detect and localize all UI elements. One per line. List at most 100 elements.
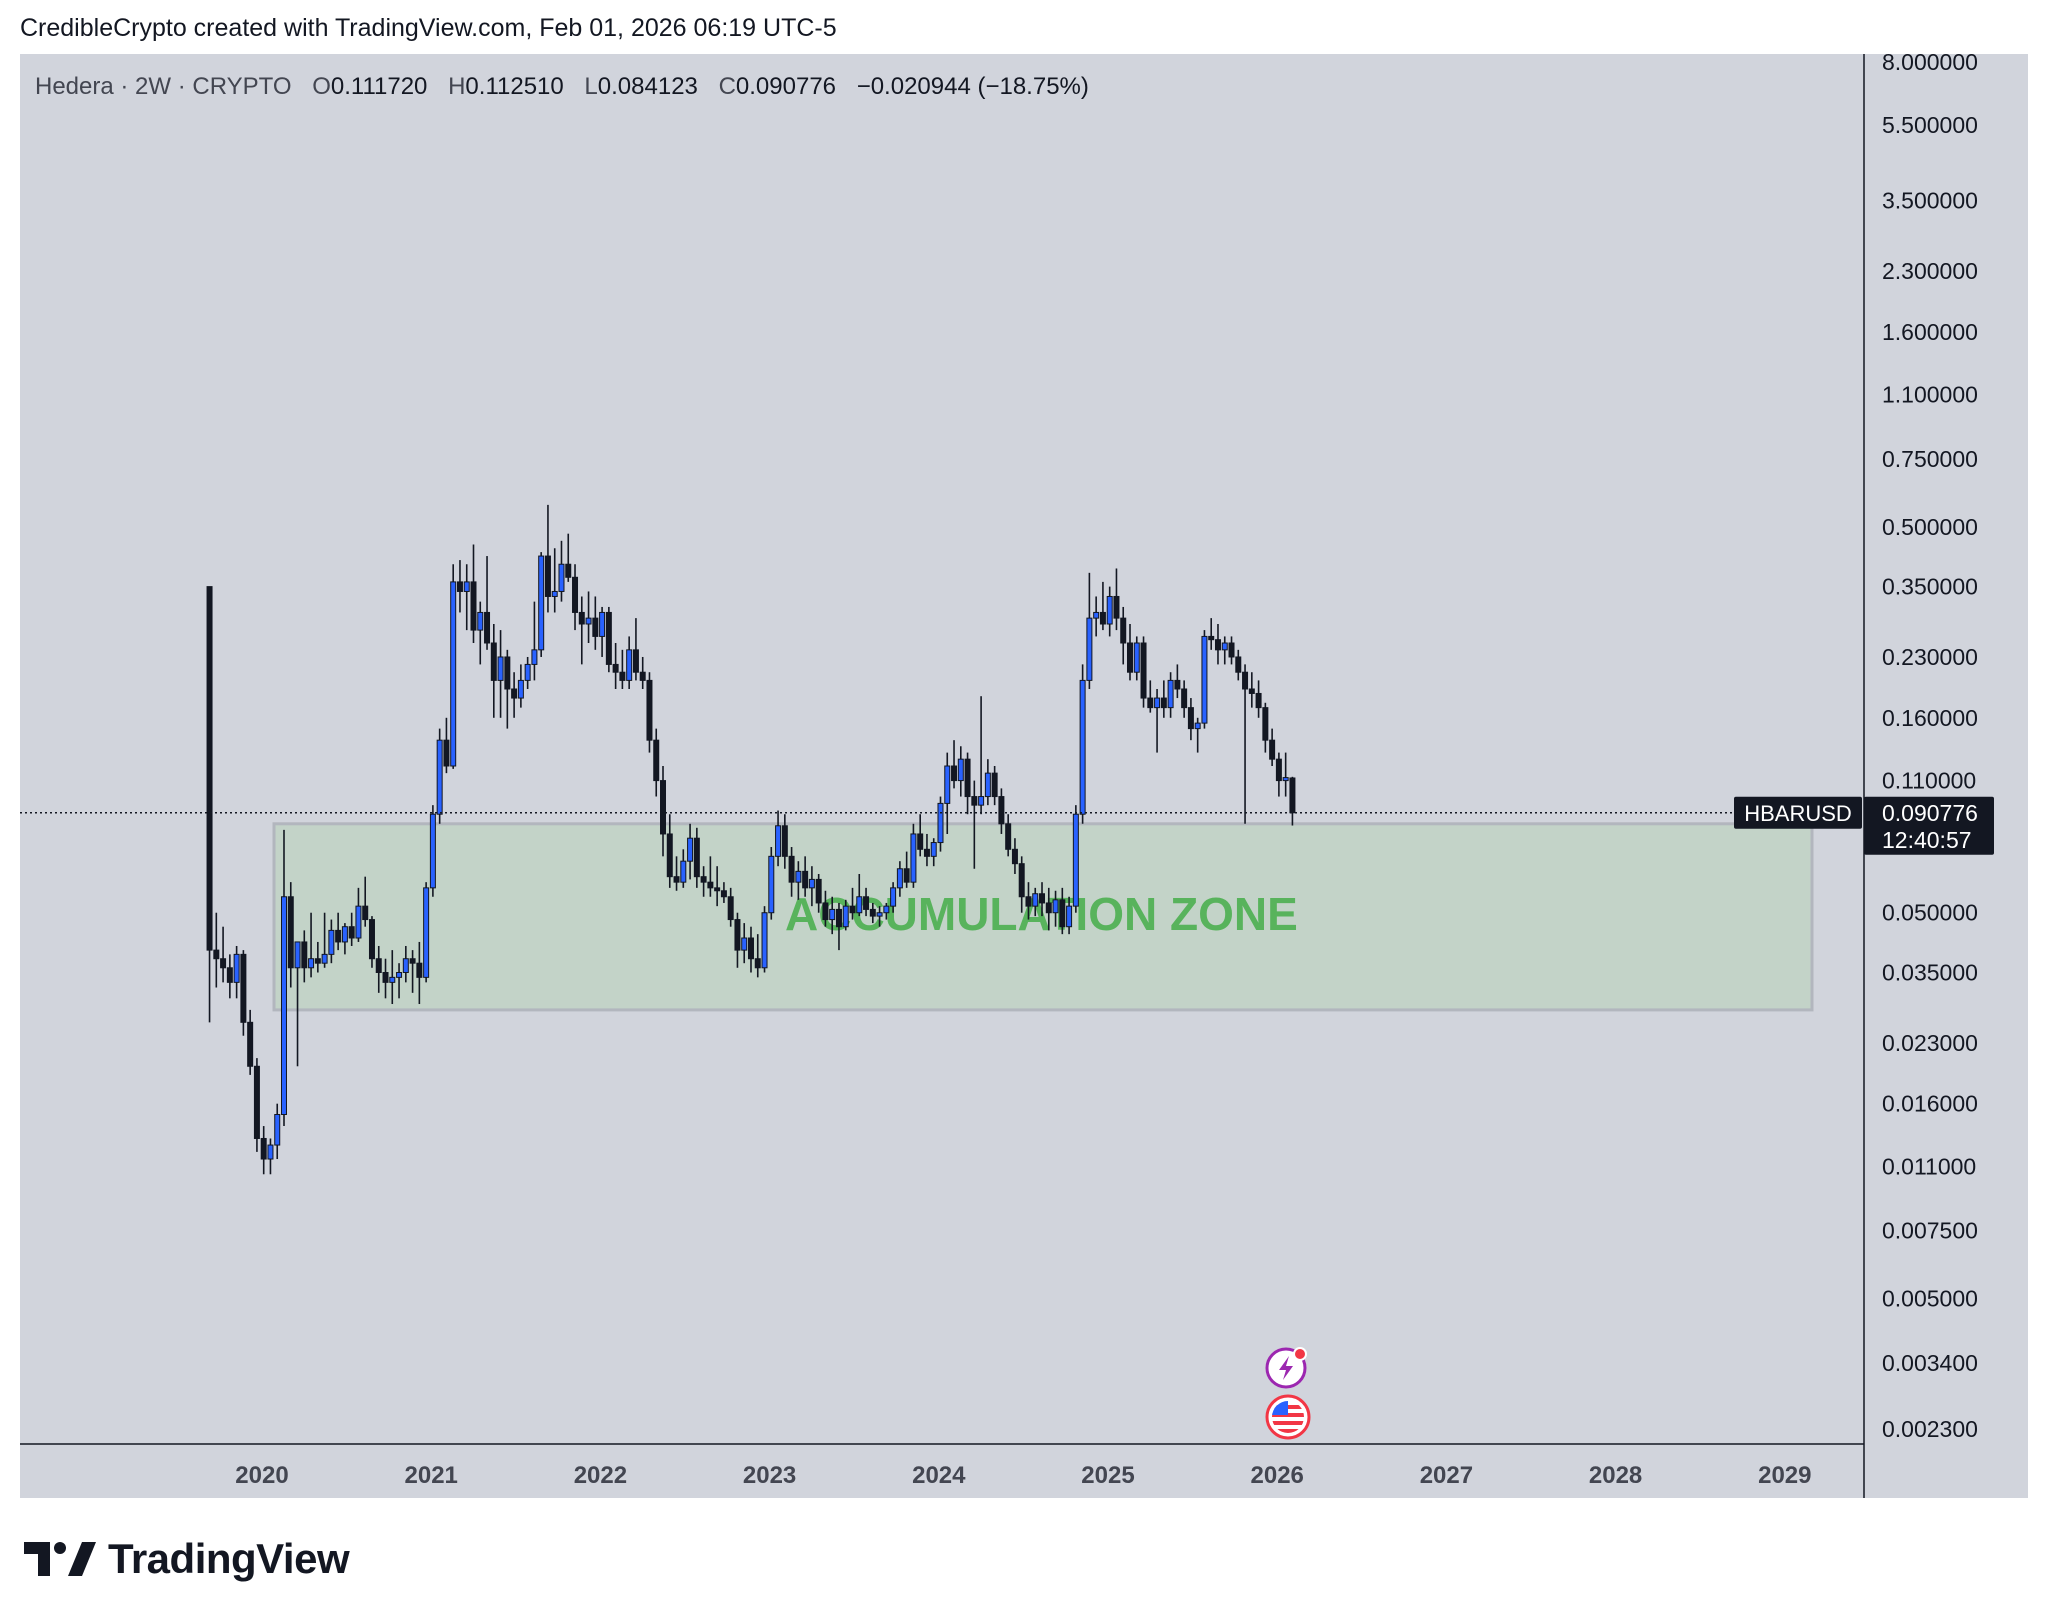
- candle[interactable]: [660, 766, 667, 857]
- candle[interactable]: [382, 958, 389, 999]
- candle[interactable]: [220, 926, 227, 983]
- candle[interactable]: [206, 586, 213, 1023]
- candle[interactable]: [1201, 630, 1208, 729]
- candle[interactable]: [436, 728, 443, 824]
- candle[interactable]: [294, 941, 301, 1067]
- candle[interactable]: [869, 902, 876, 924]
- candle[interactable]: [335, 912, 342, 951]
- candle[interactable]: [910, 823, 917, 888]
- candle[interactable]: [903, 851, 910, 888]
- candle[interactable]: [984, 759, 991, 806]
- candle[interactable]: [605, 606, 612, 673]
- lightning-event-icon[interactable]: [1265, 1347, 1307, 1389]
- candle[interactable]: [572, 564, 579, 631]
- candle[interactable]: [348, 912, 355, 946]
- candle[interactable]: [1079, 664, 1086, 824]
- candle[interactable]: [1099, 581, 1106, 631]
- last-price-tag[interactable]: HBARUSD 0.090776 12:40:57: [1734, 796, 1994, 855]
- plot-area[interactable]: [20, 54, 2028, 1498]
- candle[interactable]: [1025, 882, 1032, 920]
- candle[interactable]: [599, 606, 606, 657]
- candle[interactable]: [998, 788, 1005, 834]
- candle[interactable]: [1133, 636, 1140, 681]
- candle[interactable]: [301, 930, 308, 983]
- candle[interactable]: [423, 882, 430, 983]
- candle[interactable]: [673, 856, 680, 891]
- candle[interactable]: [1066, 896, 1073, 935]
- candle[interactable]: [240, 950, 247, 1036]
- candle[interactable]: [1120, 606, 1127, 665]
- candle[interactable]: [863, 887, 870, 917]
- candle[interactable]: [280, 829, 287, 1127]
- candle[interactable]: [328, 919, 335, 964]
- candle[interactable]: [1045, 887, 1052, 931]
- candle[interactable]: [463, 564, 470, 631]
- candle[interactable]: [917, 814, 924, 857]
- candle[interactable]: [626, 636, 633, 689]
- candle[interactable]: [308, 912, 315, 978]
- candle[interactable]: [1011, 838, 1018, 874]
- candle[interactable]: [1282, 752, 1289, 797]
- candle[interactable]: [815, 873, 822, 913]
- candle[interactable]: [1221, 636, 1228, 665]
- candle[interactable]: [923, 833, 930, 867]
- candle[interactable]: [1208, 618, 1215, 650]
- candle[interactable]: [1255, 680, 1262, 718]
- price-axis[interactable]: 8.000000 5.500000 3.500000 2.300000 1.600000…: [1882, 49, 1978, 1442]
- candle[interactable]: [788, 847, 795, 897]
- candle[interactable]: [802, 856, 809, 897]
- candle[interactable]: [402, 945, 409, 983]
- candle[interactable]: [443, 717, 450, 774]
- candle[interactable]: [389, 950, 396, 1005]
- candle[interactable]: [1235, 649, 1242, 681]
- candle[interactable]: [1275, 752, 1282, 797]
- candle[interactable]: [991, 766, 998, 806]
- candle[interactable]: [978, 696, 985, 815]
- candle[interactable]: [829, 896, 836, 935]
- candle[interactable]: [957, 746, 964, 797]
- candle[interactable]: [1167, 672, 1174, 718]
- candle[interactable]: [1147, 680, 1154, 713]
- candle[interactable]: [754, 934, 761, 978]
- candle[interactable]: [274, 1103, 281, 1160]
- candle[interactable]: [1032, 887, 1039, 917]
- candle[interactable]: [768, 847, 775, 920]
- candle[interactable]: [680, 849, 687, 888]
- candle[interactable]: [1174, 664, 1181, 699]
- candle[interactable]: [375, 945, 382, 993]
- candle[interactable]: [321, 912, 328, 968]
- candle[interactable]: [822, 890, 829, 927]
- candle[interactable]: [565, 533, 572, 582]
- price-chart[interactable]: ACCUMULATION ZONE 8.0000005.5000003.5000…: [0, 0, 2048, 1530]
- candle[interactable]: [842, 899, 849, 931]
- candle[interactable]: [808, 866, 815, 907]
- candle[interactable]: [700, 866, 707, 897]
- candle[interactable]: [456, 560, 463, 613]
- candle[interactable]: [247, 1009, 254, 1075]
- candle[interactable]: [971, 780, 978, 869]
- candle[interactable]: [1269, 728, 1276, 767]
- candle[interactable]: [544, 504, 551, 613]
- candle[interactable]: [619, 649, 626, 689]
- candle[interactable]: [1072, 805, 1079, 913]
- candle[interactable]: [1242, 664, 1249, 824]
- candle[interactable]: [896, 861, 903, 897]
- candle[interactable]: [1160, 680, 1167, 718]
- candle[interactable]: [720, 882, 727, 903]
- candle[interactable]: [890, 882, 897, 913]
- candle[interactable]: [531, 601, 538, 681]
- candle[interactable]: [930, 838, 937, 867]
- candle[interactable]: [592, 596, 599, 650]
- candle[interactable]: [551, 548, 558, 613]
- candle[interactable]: [1228, 636, 1235, 665]
- candle[interactable]: [761, 906, 768, 973]
- candle[interactable]: [355, 887, 362, 942]
- candle[interactable]: [470, 544, 477, 643]
- candle[interactable]: [714, 866, 721, 907]
- candle[interactable]: [795, 861, 802, 900]
- candle[interactable]: [734, 912, 741, 968]
- candle[interactable]: [450, 564, 457, 769]
- candle[interactable]: [511, 672, 518, 718]
- candle[interactable]: [429, 805, 436, 897]
- candle[interactable]: [1289, 776, 1296, 826]
